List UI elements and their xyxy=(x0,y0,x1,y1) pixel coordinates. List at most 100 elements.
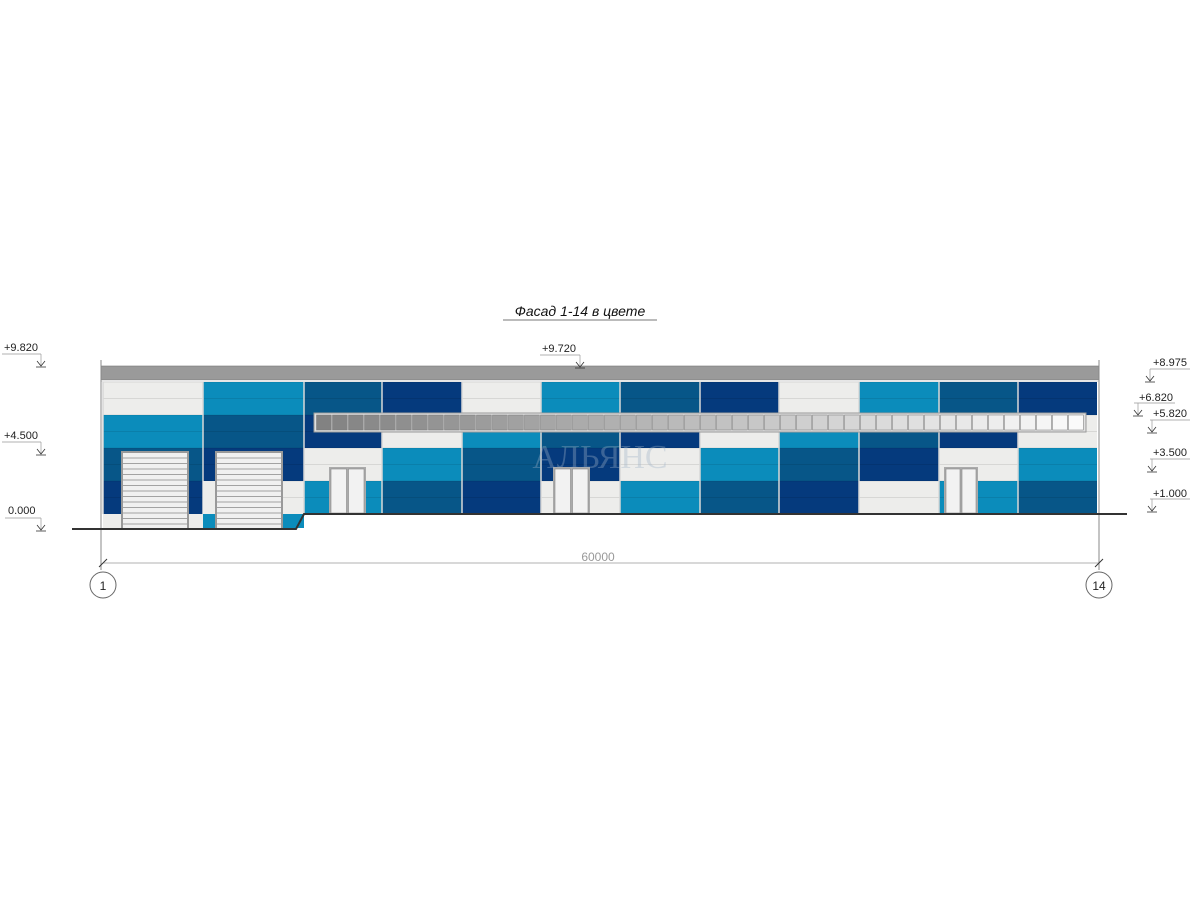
watermark-logo: АЛЬЯНС xyxy=(532,439,667,476)
panel-band xyxy=(859,448,939,465)
window-pane xyxy=(396,414,412,431)
panel-band xyxy=(462,382,541,399)
window-pane xyxy=(956,414,972,431)
panel-band xyxy=(939,382,1018,399)
panel-band xyxy=(859,431,939,449)
panel-band xyxy=(939,431,1018,449)
window-pane xyxy=(892,414,908,431)
panel-band xyxy=(103,382,203,399)
window-pane xyxy=(844,414,860,431)
panel-band xyxy=(859,382,939,399)
dimension-tick xyxy=(1094,558,1104,568)
panel-band xyxy=(382,481,462,498)
window-pane xyxy=(700,414,716,431)
panel-band xyxy=(462,464,541,482)
panel-band xyxy=(779,382,859,399)
window-pane xyxy=(332,414,348,431)
panel-band xyxy=(382,497,462,515)
panel-band xyxy=(203,431,304,449)
panel-band xyxy=(779,431,859,449)
panel-band xyxy=(700,448,779,465)
axis-bubble-14 xyxy=(1085,571,1113,599)
panel-band xyxy=(203,382,304,399)
window-pane xyxy=(924,414,940,431)
window-pane xyxy=(540,414,556,431)
level-arrow-icon xyxy=(36,448,46,455)
sectional-gate xyxy=(217,453,281,528)
panel-band xyxy=(620,398,700,416)
panel-band xyxy=(103,415,203,432)
window-pane xyxy=(380,414,396,431)
window-pane xyxy=(748,414,764,431)
panel-band xyxy=(462,448,541,465)
window-pane xyxy=(1052,414,1068,431)
window-pane xyxy=(1068,414,1084,431)
window-pane xyxy=(604,414,620,431)
panel-band xyxy=(1018,497,1097,515)
panel-band xyxy=(859,398,939,416)
panel-band xyxy=(304,448,382,465)
panel-band xyxy=(620,431,700,449)
window-pane xyxy=(524,414,540,431)
panel-band xyxy=(103,398,203,416)
panel-band xyxy=(700,431,779,449)
window-pane xyxy=(652,414,668,431)
window-pane xyxy=(860,414,876,431)
panel-band xyxy=(700,382,779,399)
window-pane xyxy=(1036,414,1052,431)
panel-band xyxy=(1018,464,1097,482)
window-pane xyxy=(476,414,492,431)
window-pane xyxy=(684,414,700,431)
elevation-mark: +5.820 xyxy=(1153,408,1187,420)
level-arrow-icon xyxy=(1145,375,1155,382)
panel-band xyxy=(939,398,1018,416)
panel-band xyxy=(203,481,215,514)
window-pane xyxy=(348,414,364,431)
panel-band xyxy=(620,497,700,515)
window-pane xyxy=(1020,414,1036,431)
panel-band xyxy=(700,481,779,498)
panel-band xyxy=(1018,481,1097,498)
panel-band xyxy=(859,464,939,482)
window-pane xyxy=(988,414,1004,431)
panel-band xyxy=(779,464,859,482)
window-pane xyxy=(716,414,732,431)
parapet-flashing xyxy=(101,380,1099,382)
panel-band xyxy=(779,398,859,416)
level-arrow-icon xyxy=(36,360,46,367)
elevation-mark: +1.000 xyxy=(1153,488,1187,500)
ground-line xyxy=(72,513,1127,530)
panel-band xyxy=(462,431,541,449)
panel-band xyxy=(462,398,541,416)
window-pane xyxy=(876,414,892,431)
panel-band xyxy=(382,382,462,399)
window-pane xyxy=(460,414,476,431)
window-pane xyxy=(732,414,748,431)
window-pane xyxy=(428,414,444,431)
panel-band xyxy=(700,464,779,482)
elevation-mark: +4.500 xyxy=(4,430,38,442)
panel-band xyxy=(541,382,620,399)
panel-band xyxy=(779,448,859,465)
panel-band xyxy=(779,481,859,498)
panel-band xyxy=(382,464,462,482)
overall-dimension: 60000 xyxy=(581,550,615,564)
axis-label-14: 14 xyxy=(1092,579,1106,593)
window-pane xyxy=(620,414,636,431)
panel-band xyxy=(939,448,1018,465)
panel-band xyxy=(1018,431,1097,449)
elevation-mark: +8.975 xyxy=(1153,357,1187,369)
panel-band xyxy=(382,448,462,465)
level-arrow-icon xyxy=(1133,409,1143,416)
window-pane xyxy=(828,414,844,431)
panel-band xyxy=(620,481,700,498)
panel-band xyxy=(541,448,620,465)
sectional-gate xyxy=(123,453,187,528)
panel-band xyxy=(304,431,382,449)
panel-band xyxy=(382,398,462,416)
panel-band xyxy=(1018,382,1097,399)
panel-band xyxy=(304,398,382,416)
panel-band xyxy=(620,382,700,399)
window-pane xyxy=(316,414,332,431)
